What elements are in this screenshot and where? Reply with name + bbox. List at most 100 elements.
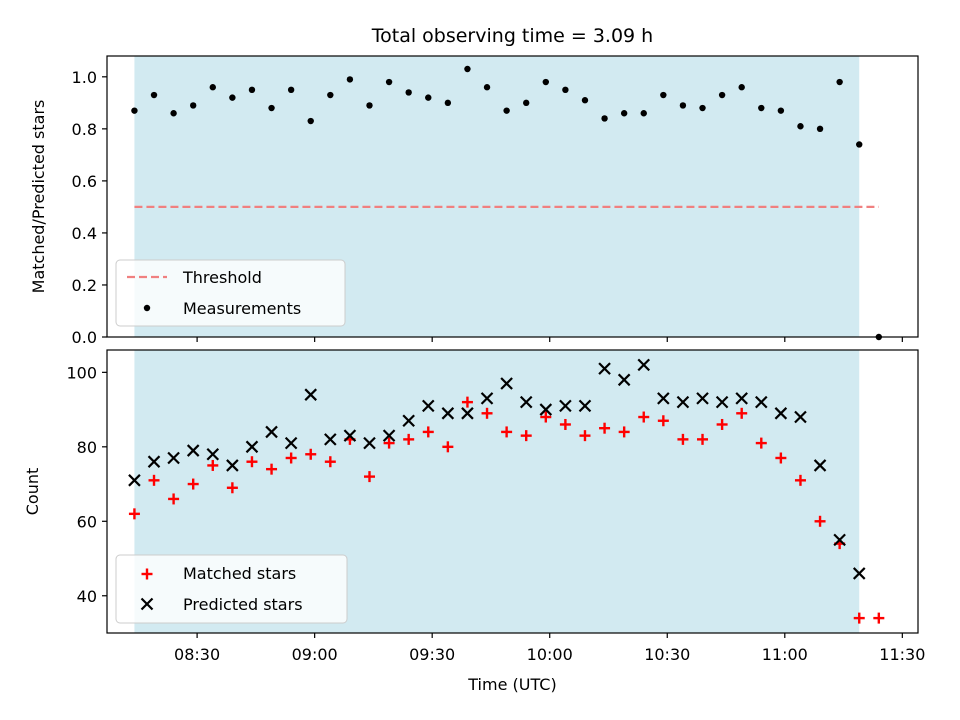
count-panel: 40 60 80 100 08:30 09:00 09:30 10:00 10:30 11:00… bbox=[23, 349, 925, 694]
y-axis-ticks-top: 0.0 0.2 0.4 0.6 0.8 1.0 bbox=[72, 68, 107, 347]
measurement-point bbox=[189, 102, 197, 109]
matched-star-point bbox=[461, 396, 473, 408]
x-axis-ticks-top bbox=[196, 337, 903, 342]
measurement-point bbox=[777, 107, 785, 114]
measurement-point bbox=[758, 104, 765, 112]
predicted-star-point bbox=[480, 392, 494, 405]
matched-star-point bbox=[383, 437, 395, 449]
matched-star-point bbox=[638, 411, 650, 423]
y-axis-ticks-bottom: 40 60 80 100 bbox=[66, 363, 107, 606]
predicted-star-point bbox=[598, 362, 611, 375]
predicted-star-point bbox=[813, 459, 827, 472]
measurement-point bbox=[542, 78, 550, 86]
matched-star-point bbox=[657, 415, 669, 427]
measurement-point bbox=[816, 125, 824, 133]
predicted-star-point bbox=[343, 429, 357, 442]
matched-star-point bbox=[168, 493, 180, 505]
x-tick-label: 11:00 bbox=[762, 645, 808, 664]
measurement-point bbox=[287, 86, 295, 94]
x-tick-label: 09:30 bbox=[409, 645, 455, 664]
measurement-point bbox=[327, 91, 334, 99]
predicted-star-point bbox=[637, 358, 651, 372]
matched-star-point bbox=[481, 407, 493, 419]
matched-star-point bbox=[363, 471, 375, 483]
matched-star-point bbox=[128, 508, 140, 520]
predicted-star-point bbox=[696, 392, 709, 405]
matched-star-point bbox=[697, 433, 709, 445]
legend-x-marker bbox=[140, 597, 154, 611]
measurement-points bbox=[131, 65, 883, 341]
predicted-star-point bbox=[128, 474, 141, 487]
y-tick-label: 60 bbox=[77, 512, 97, 531]
measurement-point bbox=[523, 99, 530, 107]
matched-star-point bbox=[814, 515, 826, 527]
matched-star-point bbox=[559, 418, 571, 430]
legend-matched-swatch bbox=[141, 568, 153, 580]
matched-star-point bbox=[442, 441, 454, 453]
axes-frame-top bbox=[106, 55, 919, 338]
legend-measurement-swatch bbox=[143, 304, 151, 312]
matched-star-point bbox=[403, 433, 415, 445]
predicted-star-point bbox=[833, 533, 846, 547]
measurement-point bbox=[601, 115, 608, 122]
matched-stars-points bbox=[128, 396, 885, 624]
measurement-point bbox=[660, 91, 667, 99]
measurement-point bbox=[562, 86, 569, 94]
predicted-stars-points bbox=[128, 358, 866, 580]
x-axis-ticks-bottom: 08:30 09:00 09:30 10:00 10:30 11:00 11:30 bbox=[174, 633, 925, 664]
y-axis-label-bottom: Count bbox=[23, 468, 42, 516]
y-tick-label: 100 bbox=[66, 363, 97, 382]
predicted-star-point bbox=[500, 377, 513, 390]
measurement-point bbox=[268, 104, 275, 112]
predicted-star-point bbox=[382, 429, 396, 442]
measurement-point bbox=[679, 102, 687, 109]
predicted-star-point bbox=[421, 399, 435, 413]
predicted-star-point bbox=[402, 414, 415, 428]
measurement-point bbox=[307, 117, 314, 125]
y-axis-label-top: Matched/Predicted stars bbox=[29, 100, 48, 294]
matched-star-point bbox=[266, 463, 278, 475]
matched-star-point bbox=[716, 418, 728, 430]
measurement-point bbox=[150, 91, 158, 99]
matched-star-point bbox=[618, 426, 630, 438]
y-tick-label: 0.8 bbox=[72, 120, 97, 139]
predicted-star-point bbox=[186, 444, 200, 457]
matched-star-point bbox=[853, 612, 865, 624]
predicted-star-point bbox=[167, 451, 180, 465]
measurement-point bbox=[856, 141, 863, 148]
predicted-star-point bbox=[852, 567, 866, 580]
legend-label-measurements: Measurements bbox=[183, 299, 301, 318]
measurement-point bbox=[248, 86, 256, 94]
ratio-panel: 0.0 0.2 0.4 0.6 0.8 1.0 Total observing time … bbox=[29, 25, 919, 347]
predicted-star-point bbox=[226, 459, 239, 472]
measurement-point bbox=[131, 107, 138, 114]
predicted-star-point bbox=[304, 388, 318, 401]
matched-star-point bbox=[422, 426, 434, 438]
x-tick-label: 08:30 bbox=[174, 645, 220, 664]
predicted-star-point bbox=[363, 436, 376, 450]
predicted-star-point bbox=[461, 407, 474, 420]
legend-top: Threshold Measurements bbox=[115, 259, 346, 327]
predicted-star-point bbox=[617, 373, 631, 387]
predicted-star-point bbox=[206, 447, 220, 461]
y-tick-label: 1.0 bbox=[72, 68, 97, 87]
predicted-star-point bbox=[284, 436, 298, 450]
x-tick-label: 10:00 bbox=[527, 645, 573, 664]
matched-star-point bbox=[246, 456, 258, 468]
matched-star-point bbox=[285, 452, 297, 464]
predicted-star-point bbox=[519, 395, 533, 409]
measurement-point bbox=[483, 84, 491, 91]
y-tick-label: 80 bbox=[77, 438, 97, 457]
matched-star-point bbox=[148, 474, 160, 486]
legend-box-bottom bbox=[115, 554, 348, 624]
matched-star-point bbox=[755, 437, 767, 449]
matched-star-point bbox=[775, 452, 787, 464]
measurement-point bbox=[405, 89, 412, 96]
predicted-star-point bbox=[559, 399, 572, 413]
matched-star-point bbox=[540, 411, 552, 423]
x-tick-label: 09:00 bbox=[292, 645, 338, 664]
matched-star-point bbox=[501, 426, 513, 438]
matched-star-point bbox=[520, 430, 532, 442]
chart-title: Total observing time = 3.09 h bbox=[371, 25, 653, 47]
